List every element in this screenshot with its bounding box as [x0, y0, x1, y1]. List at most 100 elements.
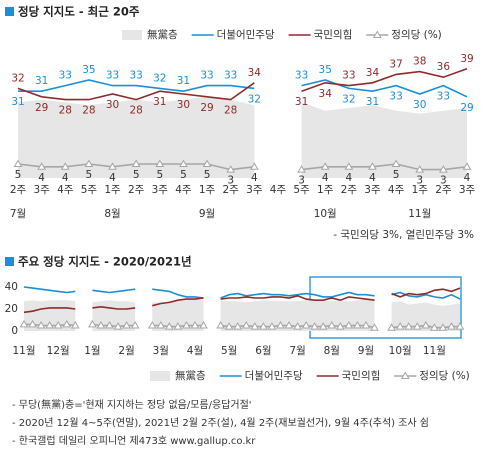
- data-label: 31: [153, 96, 166, 108]
- data-label: 33: [224, 70, 237, 82]
- note: - 국민의당 3%, 열린민주당 3%: [333, 229, 474, 241]
- point: [327, 321, 337, 329]
- point: [113, 322, 123, 330]
- point: [344, 321, 354, 329]
- point: [88, 319, 97, 328]
- data-label: 3: [227, 175, 234, 187]
- point: [182, 321, 191, 329]
- point: [108, 162, 117, 170]
- x-tick-label: 4주: [388, 184, 405, 196]
- point: [404, 322, 414, 330]
- data-label: 33: [437, 91, 450, 103]
- data-label: 35: [82, 64, 95, 76]
- data-label: 29: [35, 102, 48, 114]
- data-label: 28: [59, 105, 72, 117]
- point: [84, 159, 94, 167]
- data-label: 31: [11, 96, 24, 108]
- x-tick-label: 4주: [270, 184, 287, 196]
- point: [36, 321, 46, 329]
- data-label: 4: [251, 172, 258, 184]
- data-label: 28: [129, 105, 142, 117]
- legend-marker: [372, 30, 382, 38]
- data-label: 5: [204, 169, 211, 181]
- point: [368, 162, 377, 170]
- legend-label: 더불어민주당: [217, 29, 275, 41]
- data-label: 36: [437, 61, 451, 73]
- point: [361, 321, 371, 329]
- point: [179, 159, 188, 167]
- data-label: 39: [460, 53, 473, 65]
- data-label: 33: [295, 70, 308, 82]
- legend-label: 정의당 (%): [419, 370, 470, 382]
- point: [155, 159, 165, 167]
- point: [415, 165, 425, 173]
- data-label: 32: [11, 72, 24, 84]
- footnote: - 2020년 12월 4~5주(연말), 2021년 2월 2주(설), 4월…: [12, 416, 429, 429]
- data-label: 29: [200, 102, 213, 114]
- point: [438, 323, 448, 331]
- point: [429, 323, 439, 331]
- line: [17, 68, 468, 101]
- legend-swatch: [122, 30, 142, 40]
- x-tick-label: 8월: [324, 345, 340, 357]
- data-label: 30: [177, 99, 190, 111]
- point: [276, 321, 285, 329]
- data-label: 32: [153, 72, 166, 84]
- data-label: 4: [38, 172, 45, 184]
- data-label: 4: [345, 172, 352, 184]
- data-label: 5: [393, 169, 400, 181]
- point: [335, 322, 345, 330]
- data-label: 31: [35, 75, 48, 87]
- footnote: - 무당(無黨)층='현재 지지하는 정당 없음/모름/응답거절': [12, 398, 252, 411]
- data-label: 30: [106, 99, 119, 111]
- x-tick-label: 3주: [246, 184, 263, 196]
- x-tick-label: 4월: [187, 345, 203, 357]
- month-label: 8월: [104, 208, 120, 220]
- point: [130, 321, 140, 329]
- area: [24, 299, 460, 331]
- legend-label: 정의당 (%): [391, 29, 442, 41]
- x-tick-label: 5주: [293, 184, 310, 196]
- data-label: 5: [133, 169, 140, 181]
- data-label: 31: [295, 96, 308, 108]
- month-label: 10월: [314, 208, 337, 220]
- data-label: 33: [129, 70, 142, 82]
- point: [19, 319, 29, 328]
- x-tick-label: 12월: [47, 345, 70, 357]
- line: [23, 286, 461, 300]
- point: [62, 319, 72, 328]
- data-label: 5: [86, 169, 93, 181]
- point: [284, 321, 294, 329]
- data-label: 30: [413, 99, 426, 111]
- point: [259, 322, 268, 330]
- x-tick-label: 2주: [10, 184, 27, 196]
- data-label: 4: [369, 172, 376, 184]
- point: [297, 165, 306, 173]
- legend-label: 無黨층: [175, 369, 206, 382]
- point: [387, 323, 396, 331]
- data-label: 4: [464, 172, 471, 184]
- x-tick-label: 3주: [364, 184, 381, 196]
- data-label: 5: [156, 169, 163, 181]
- data-label: 34: [319, 88, 333, 100]
- x-tick-label: 7월: [289, 345, 305, 357]
- x-tick-label: 2주: [223, 184, 240, 196]
- chart-title: 정당 지지도 - 최근 20주: [18, 5, 140, 19]
- data-label: 5: [15, 169, 22, 181]
- point: [447, 322, 456, 330]
- x-tick-label: 2주: [341, 184, 358, 196]
- point: [318, 322, 328, 330]
- chart-title: 주요 정당 지지도 - 2020/2021년: [18, 255, 192, 269]
- month-label: 9월: [199, 208, 215, 220]
- point: [391, 159, 401, 167]
- x-tick-label: 3주: [33, 184, 50, 196]
- point: [45, 321, 55, 329]
- data-label: 29: [460, 102, 473, 114]
- data-label: 28: [224, 105, 237, 117]
- x-tick-label: 5주: [81, 184, 98, 196]
- point: [202, 159, 212, 167]
- data-label: 3: [298, 175, 305, 187]
- x-tick-label: 11월: [12, 345, 35, 357]
- point: [60, 162, 70, 170]
